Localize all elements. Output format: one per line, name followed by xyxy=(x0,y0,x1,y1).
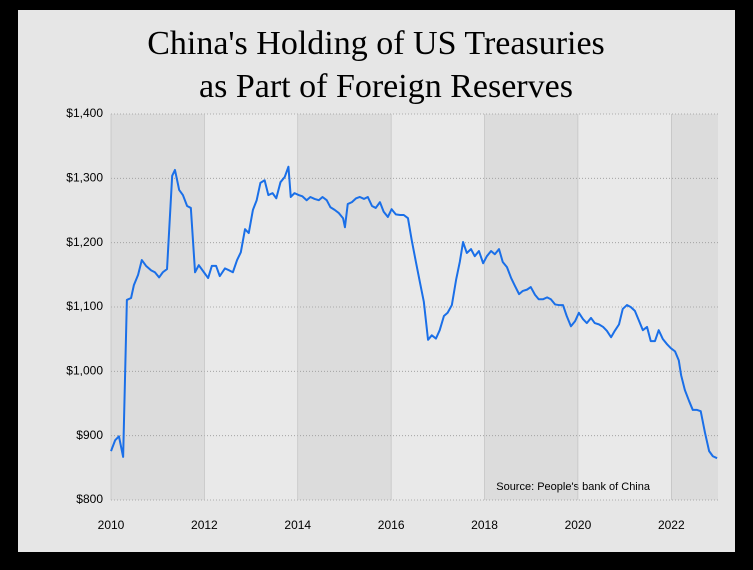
x-tick-label: 2014 xyxy=(284,518,311,532)
y-tick-label: $1,200 xyxy=(66,235,103,249)
data-line xyxy=(110,165,718,460)
x-tick-label: 2022 xyxy=(658,518,685,532)
band xyxy=(111,114,205,500)
annotation: Source: People's bank of China xyxy=(496,481,651,493)
y-tick-label: $900 xyxy=(76,428,103,442)
x-tick-label: 2012 xyxy=(191,518,218,532)
x-tick-label: 2016 xyxy=(378,518,405,532)
y-tick-label: $1,400 xyxy=(66,106,103,120)
band xyxy=(297,114,392,500)
y-tick-label: $1,100 xyxy=(66,299,103,313)
x-tick-label: 2010 xyxy=(98,518,125,532)
chart-title: as Part of Foreign Reserves xyxy=(199,68,573,105)
band xyxy=(671,114,718,500)
x-tick-label: 2020 xyxy=(565,518,592,532)
x-tick-label: 2018 xyxy=(471,518,498,532)
y-tick-label: $1,300 xyxy=(66,171,103,185)
chart-title: China's Holding of US Treasuries xyxy=(147,25,605,62)
y-tick-label: $1,000 xyxy=(66,364,103,378)
y-tick-label: $800 xyxy=(76,492,103,506)
